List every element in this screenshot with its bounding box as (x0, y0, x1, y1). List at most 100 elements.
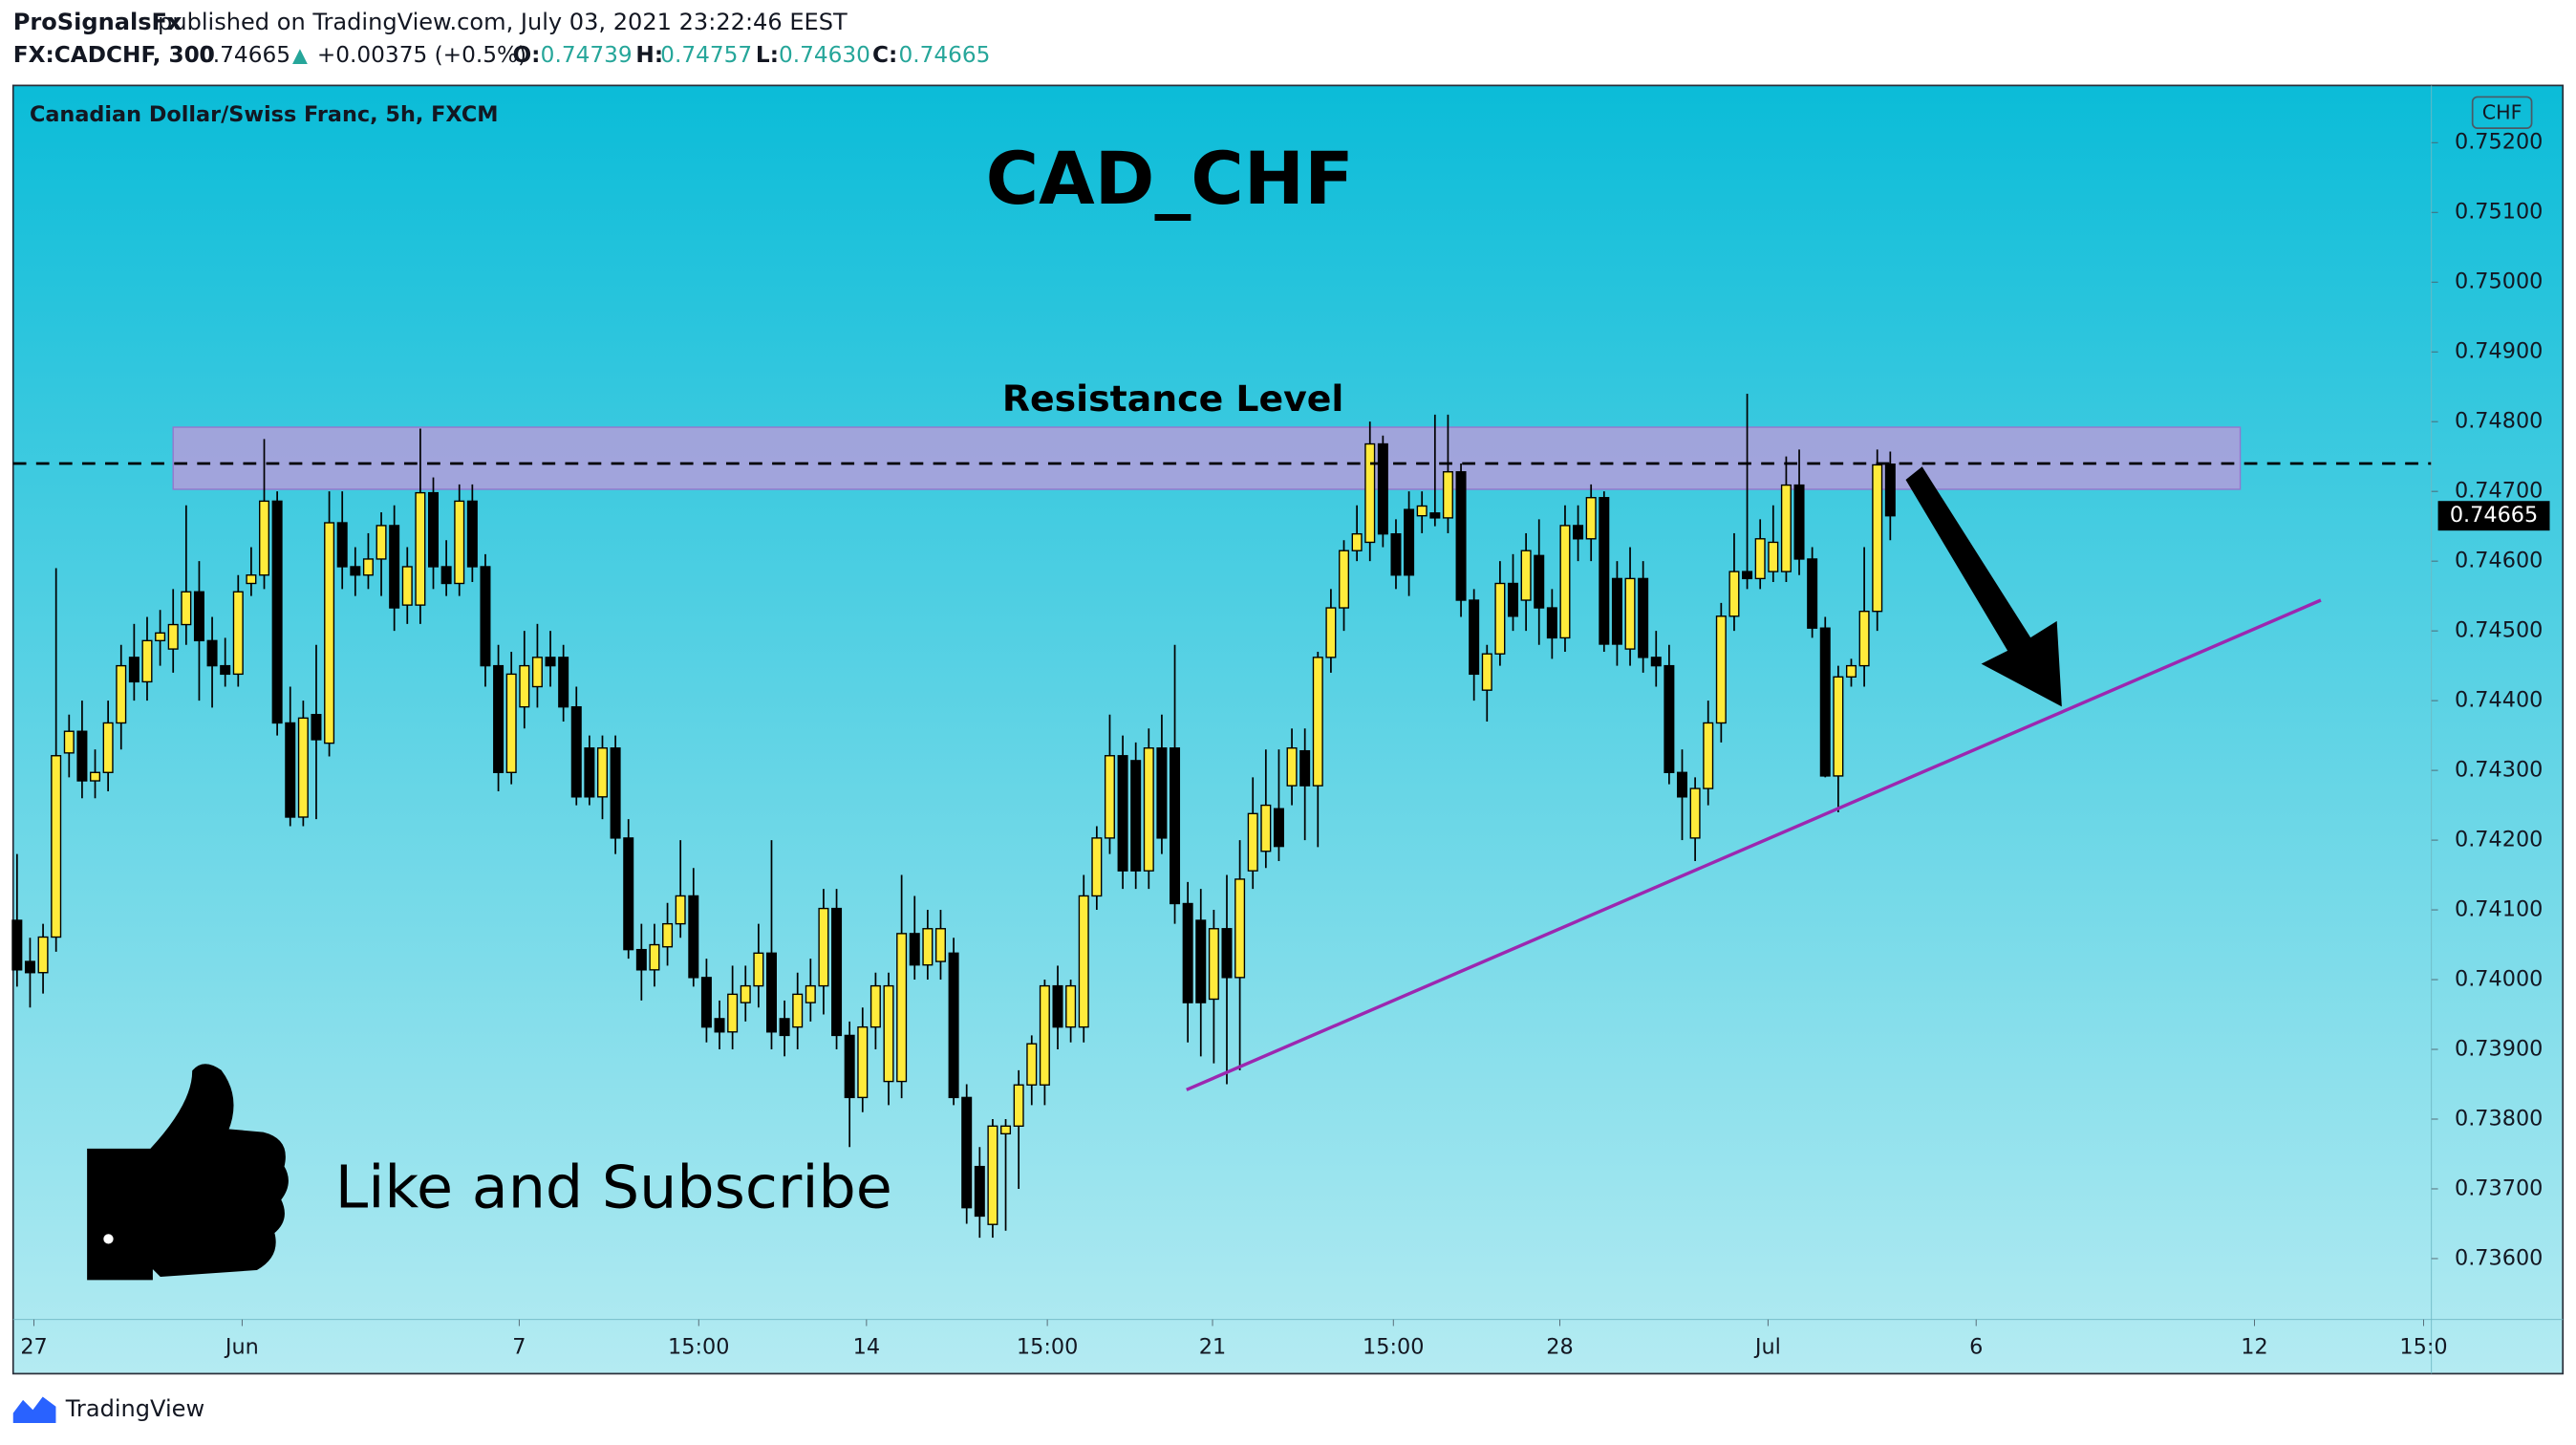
down-arrow (1905, 466, 2062, 707)
candle-body (1534, 554, 1545, 609)
candle-body (883, 984, 894, 1083)
candle-body (1364, 442, 1376, 544)
candle-body (1065, 984, 1077, 1028)
candle-body (1508, 582, 1519, 617)
candle-body (1260, 804, 1272, 852)
candle-body (336, 522, 348, 568)
candle-body (1559, 525, 1571, 639)
symbol: FX:CADCHF, 300 (13, 42, 215, 68)
candle-body (727, 993, 739, 1033)
candle-body (519, 664, 530, 708)
currency-box (2471, 96, 2533, 129)
y-tick-label: 0.74800 (2455, 409, 2543, 434)
candle-body (480, 566, 491, 667)
candle-body (285, 722, 296, 818)
candle-body (206, 639, 218, 667)
candle-body (948, 952, 959, 1099)
candle-body (596, 747, 608, 798)
y-tick-label: 0.74100 (2455, 897, 2543, 922)
candle-body (1768, 541, 1779, 572)
x-tick-label: 12 (2241, 1334, 2267, 1359)
candle-body (232, 591, 244, 676)
candle-body (714, 1018, 725, 1033)
candle-body (1104, 755, 1115, 839)
y-tick-label: 0.74000 (2455, 967, 2543, 992)
open-label: O: (512, 42, 540, 68)
x-tick-label: 14 (853, 1334, 880, 1359)
candle-body (324, 522, 335, 744)
chart-title: Canadian Dollar/Swiss Franc, 5h, FXCM (30, 102, 499, 127)
main-annotation: CAD_CHF (986, 137, 1354, 221)
candle-body (167, 623, 179, 650)
candle-body (116, 664, 127, 724)
candle-body (1026, 1043, 1038, 1086)
candle-body (779, 1018, 790, 1037)
last-price: 0.74665 (199, 42, 290, 68)
candle-body (220, 664, 231, 676)
close-value: 0.74665 (899, 42, 991, 68)
x-tick-label: 15:0 (2399, 1334, 2447, 1359)
candle-body (1247, 812, 1258, 872)
candle-body (1299, 749, 1311, 787)
candle-body (675, 895, 686, 925)
candle-body (753, 952, 764, 987)
candle-body (1455, 471, 1467, 601)
candle-body (1845, 664, 1857, 678)
candle-body (1286, 747, 1298, 787)
candle-body (428, 491, 440, 568)
candle-body (454, 500, 465, 585)
candle-body (1416, 505, 1428, 517)
candle-body (909, 933, 920, 966)
candle-body (740, 984, 751, 1003)
change-arrow: ▲ (292, 43, 308, 66)
candle-body (987, 1125, 998, 1225)
candle-body (76, 730, 88, 782)
x-tick-label: Jun (224, 1334, 259, 1359)
last-price-tag (2437, 501, 2550, 531)
candle-body (649, 943, 660, 971)
tv-logo (12, 1396, 56, 1423)
candle-body (297, 717, 309, 818)
candle-body (584, 747, 595, 798)
candle-body (1234, 878, 1246, 979)
candle-body (1728, 571, 1740, 617)
y-tick-label: 0.75100 (2455, 200, 2543, 225)
resistance-zone (172, 426, 2242, 490)
candle-body (401, 566, 413, 606)
low-value: 0.74630 (779, 42, 870, 68)
candle-body (1638, 577, 1649, 658)
candle-body (1170, 747, 1181, 905)
candle-body (1494, 582, 1506, 655)
candle-body (362, 558, 374, 576)
y-tick-label: 0.74600 (2455, 549, 2543, 573)
author: ProSignalsFx (13, 9, 182, 35)
candle-body (934, 928, 946, 962)
trendline (1186, 598, 2322, 1091)
candle-body (688, 895, 699, 979)
candle-body (63, 730, 75, 754)
x-tick-label: 27 (20, 1334, 47, 1359)
candle-body (896, 933, 908, 1083)
x-tick-label: 28 (1546, 1334, 1573, 1359)
candle-body (1807, 558, 1818, 629)
high-value: 0.74757 (660, 42, 752, 68)
candle-body (1117, 755, 1128, 872)
candle-body (1377, 442, 1388, 535)
candle-body (1715, 615, 1727, 724)
published: published on TradingView.com, July 03, 2… (158, 9, 848, 35)
x-tick-label: 7 (512, 1334, 526, 1359)
candle-body (51, 755, 62, 938)
candle-body (961, 1096, 973, 1209)
x-tick-label: 15:00 (1363, 1334, 1424, 1359)
candle-body (24, 960, 35, 974)
y-tick-label: 0.74200 (2455, 828, 2543, 852)
y-tick-label: 0.73700 (2455, 1175, 2543, 1200)
candle-body (1469, 599, 1480, 676)
candle-body (1611, 577, 1622, 645)
candle-body (1052, 984, 1063, 1028)
candle-body (1130, 760, 1142, 872)
footer-brand: TradingView (65, 1395, 204, 1422)
candle-body (466, 500, 478, 568)
candle-body (1650, 657, 1662, 667)
candle-body (635, 948, 647, 971)
